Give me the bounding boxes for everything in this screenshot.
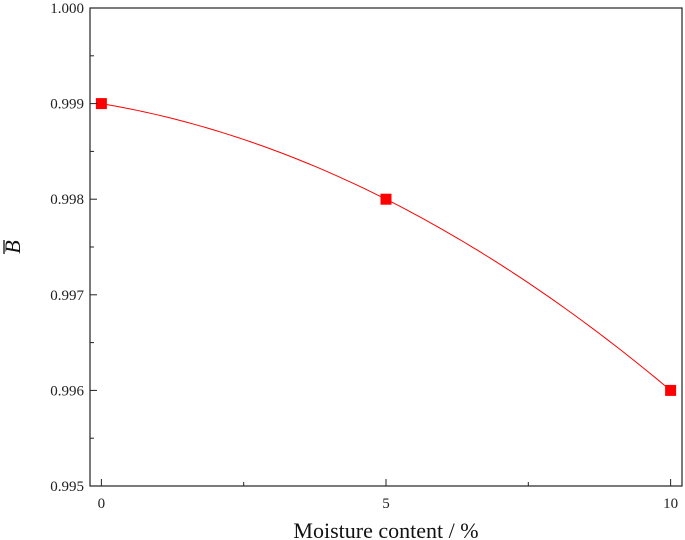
y-tick-label: 1.000 [50, 1, 84, 17]
y-tick-label: 0.999 [50, 97, 84, 113]
x-tick-label: 10 [663, 496, 678, 512]
y-axis-title: B [0, 240, 25, 254]
plot-area [95, 98, 677, 396]
data-point [95, 98, 107, 110]
data-point [380, 193, 392, 205]
series-line [101, 103, 671, 391]
axes: 0.995 0.996 0.997 0.998 0.999 1.000 0 5 10 [50, 1, 683, 512]
y-axis-title-text: B [0, 240, 25, 253]
x-tick-label: 0 [98, 496, 106, 512]
plot-frame [89, 7, 683, 487]
y-tick-label: 0.995 [50, 479, 84, 495]
x-tick-label: 5 [382, 496, 390, 512]
data-point [665, 384, 677, 396]
y-tick-label: 0.997 [50, 288, 84, 304]
y-tick-label: 0.996 [50, 383, 84, 399]
x-axis-title: Moisture content / % [293, 518, 478, 540]
y-tick-label: 0.998 [50, 192, 84, 208]
